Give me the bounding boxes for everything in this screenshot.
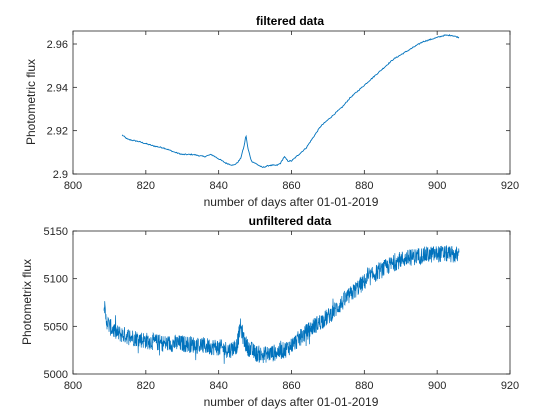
- x-tick-label: 840: [209, 180, 227, 192]
- y-tick-label: 2.94: [47, 82, 68, 94]
- y-tick-label: 2.92: [47, 126, 68, 138]
- x-tick-label: 820: [137, 380, 155, 392]
- panel-unfiltered: unfiltered data 800 820 840 860 880 900 920 50…: [20, 214, 519, 409]
- chart-title: filtered data: [256, 14, 324, 28]
- x-axis-label: number of days after 01-01-2019: [204, 195, 379, 209]
- x-tick-label: 800: [64, 380, 82, 392]
- y-tick-label: 2.96: [47, 39, 68, 51]
- y-tick-label: 5050: [44, 321, 68, 333]
- x-tick-label: 800: [64, 180, 82, 192]
- series-line: [121, 34, 460, 168]
- x-tick-label: 860: [282, 180, 300, 192]
- x-tick-label: 900: [428, 180, 446, 192]
- x-tick-label: 920: [501, 180, 519, 192]
- x-tick-label: 900: [428, 380, 446, 392]
- series-line: [103, 245, 460, 364]
- x-tick-label: 840: [209, 380, 227, 392]
- y-axis-label: Photometric flux: [24, 59, 38, 145]
- x-tick-label: 920: [501, 380, 519, 392]
- x-axis-label: number of days after 01-01-2019: [204, 395, 379, 409]
- y-tick-label: 2.9: [53, 169, 68, 181]
- x-ticks: 800 820 840 860 880 900 920: [64, 231, 519, 392]
- panel-filtered: filtered data 800 820 840 860 880 900 920 2.92…: [24, 14, 519, 209]
- x-tick-label: 860: [282, 380, 300, 392]
- y-ticks: 2.9 2.92 2.94 2.96: [47, 39, 510, 181]
- x-ticks: 800 820 840 860 880 900 920: [64, 31, 519, 192]
- chart-title: unfiltered data: [249, 214, 332, 228]
- y-tick-label: 5000: [44, 369, 68, 381]
- y-tick-label: 5150: [44, 226, 68, 238]
- y-ticks: 5000 5050 5100 5150: [44, 226, 510, 381]
- y-tick-label: 5100: [44, 274, 68, 286]
- x-tick-label: 820: [137, 180, 155, 192]
- x-tick-label: 880: [355, 180, 373, 192]
- x-tick-label: 880: [355, 380, 373, 392]
- axes-box: [72, 30, 511, 175]
- y-axis-label: Photometrix flux: [20, 259, 34, 345]
